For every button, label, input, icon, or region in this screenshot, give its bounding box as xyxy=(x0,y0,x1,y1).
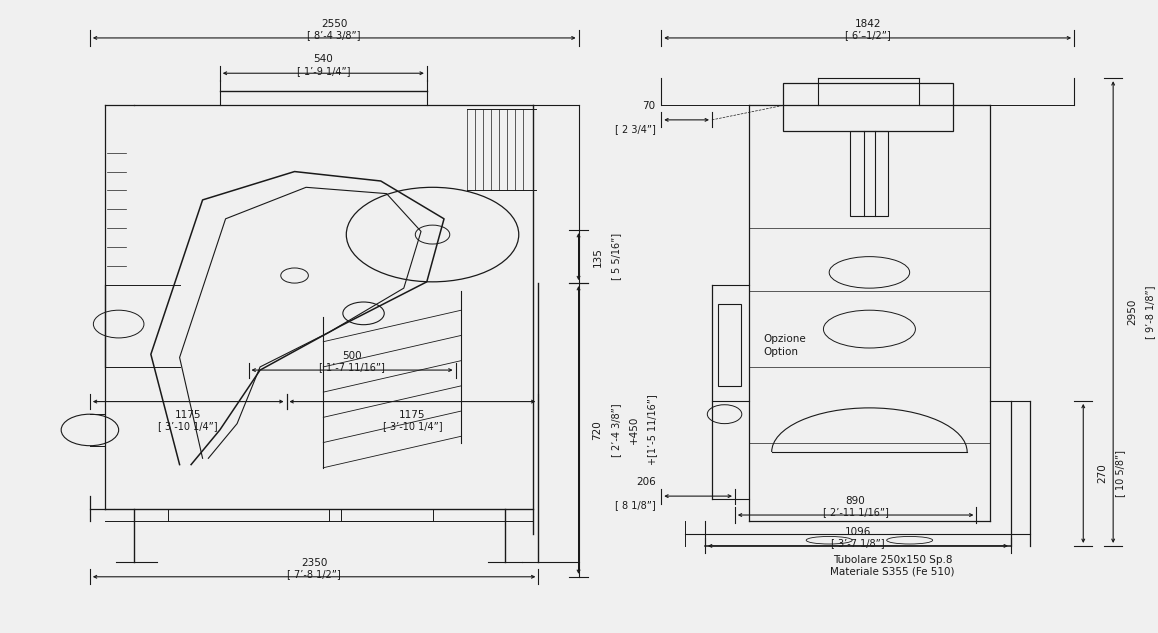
Bar xyxy=(340,509,433,522)
Text: [ 7’-8 1/2”]: [ 7’-8 1/2”] xyxy=(287,569,340,579)
Text: [ 3’-10 1/4”]: [ 3’-10 1/4”] xyxy=(159,421,218,431)
Text: [ 1’-9 1/4”]: [ 1’-9 1/4”] xyxy=(296,66,350,76)
Text: 890: 890 xyxy=(845,496,865,506)
Text: Materiale S355 (Fe 510): Materiale S355 (Fe 510) xyxy=(830,566,954,576)
Text: 1175: 1175 xyxy=(400,410,426,420)
Text: [ 8 1/8”]: [ 8 1/8”] xyxy=(615,501,655,511)
Text: Option: Option xyxy=(763,347,799,357)
Text: 1096: 1096 xyxy=(844,527,871,537)
Text: 135: 135 xyxy=(593,247,602,266)
Text: 720: 720 xyxy=(593,420,602,440)
Text: Tubolare 250x150 Sp.8: Tubolare 250x150 Sp.8 xyxy=(833,555,952,565)
Text: [ 10 5/8”]: [ 10 5/8”] xyxy=(1115,450,1126,497)
Text: 540: 540 xyxy=(314,54,334,65)
Text: [ 2 3/4”]: [ 2 3/4”] xyxy=(615,124,655,134)
Text: [ 2’-11 1/16”]: [ 2’-11 1/16”] xyxy=(822,508,888,517)
Text: 2550: 2550 xyxy=(321,19,347,29)
Text: +450: +450 xyxy=(629,416,639,444)
Text: 2350: 2350 xyxy=(301,558,328,568)
Text: [ 5 5/16”]: [ 5 5/16”] xyxy=(610,233,621,280)
Text: [ 2’-4 3/8”]: [ 2’-4 3/8”] xyxy=(610,403,621,457)
Text: 500: 500 xyxy=(343,351,361,361)
Text: [ 9’-8 1/8”]: [ 9’-8 1/8”] xyxy=(1145,285,1156,339)
Text: [ 6’–1/2”]: [ 6’–1/2”] xyxy=(845,30,891,41)
Text: 70: 70 xyxy=(643,101,655,111)
Text: [ 3’-10 1/4”]: [ 3’-10 1/4”] xyxy=(382,421,442,431)
Bar xyxy=(783,84,953,130)
Text: 270: 270 xyxy=(1097,463,1107,484)
Bar xyxy=(718,304,741,386)
Text: +[1’-5 11/16”]: +[1’-5 11/16”] xyxy=(647,394,658,465)
Bar xyxy=(850,130,888,216)
Text: Opzione: Opzione xyxy=(763,334,806,344)
Text: 1175: 1175 xyxy=(175,410,201,420)
Text: [ 1’-7 11/16”]: [ 1’-7 11/16”] xyxy=(320,363,384,372)
Text: 206: 206 xyxy=(636,477,655,487)
Text: [ 8’-4 3/8”]: [ 8’-4 3/8”] xyxy=(308,30,361,41)
Bar xyxy=(168,509,329,522)
Text: 1842: 1842 xyxy=(855,19,881,29)
Text: [ 3’-7 1/8”]: [ 3’-7 1/8”] xyxy=(831,538,885,548)
Text: 2950: 2950 xyxy=(1127,299,1137,325)
